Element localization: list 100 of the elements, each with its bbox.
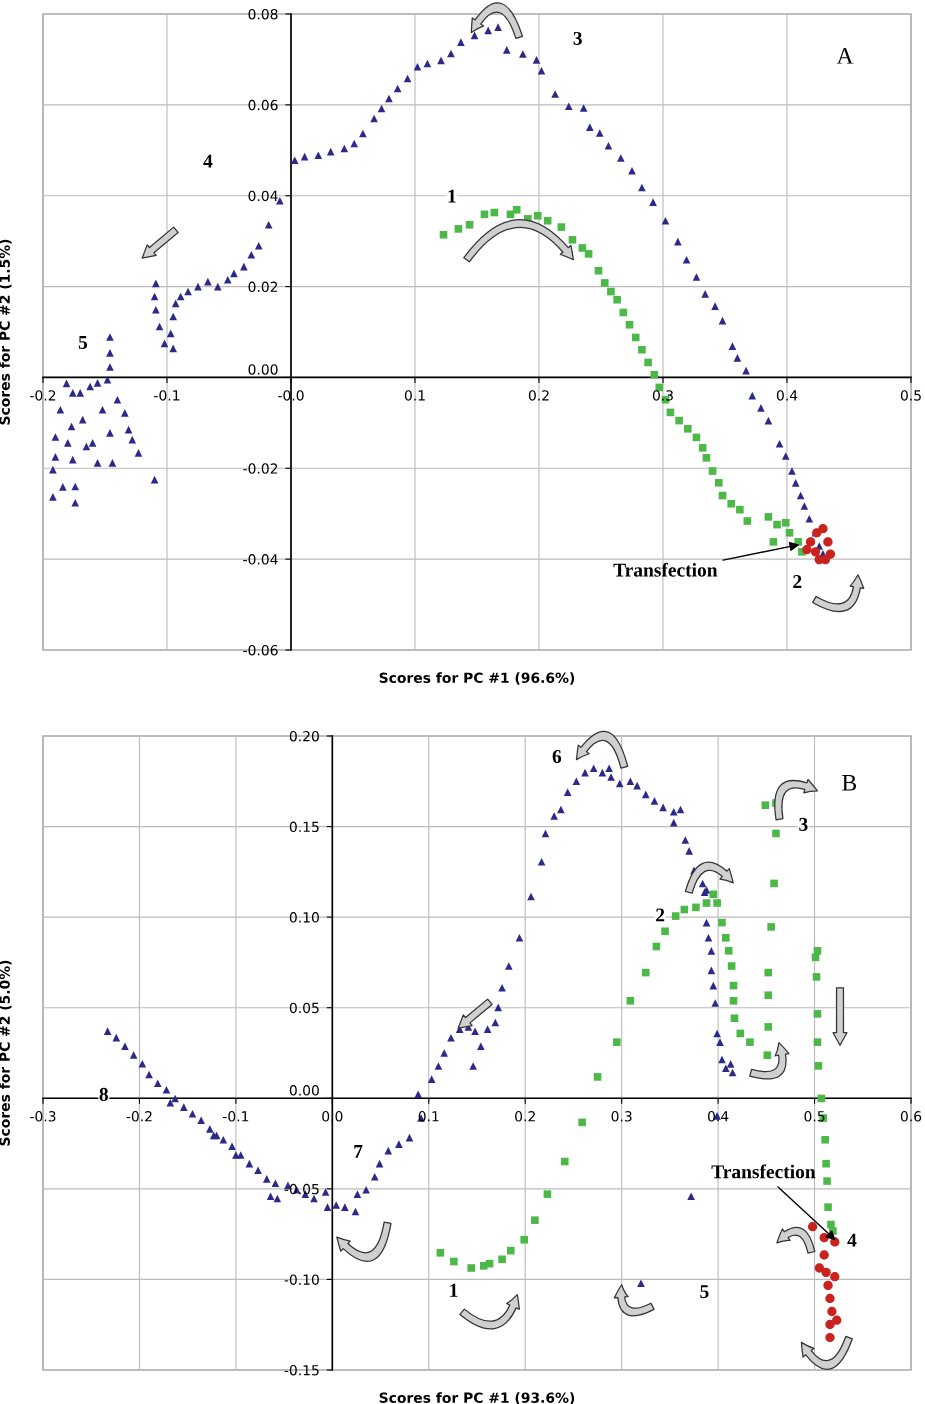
point <box>607 287 615 296</box>
x-tick-label: 0.3 <box>611 1111 632 1122</box>
point <box>709 890 718 899</box>
point <box>702 454 711 462</box>
point <box>823 1280 833 1291</box>
x-axis-title: Scores for PC #1 (93.6%) <box>379 1392 575 1404</box>
point <box>450 1257 458 1266</box>
annotation: A <box>836 47 854 64</box>
x-tick-label: 0.2 <box>515 1111 535 1122</box>
point <box>722 933 730 942</box>
x-axis-title: Scores for PC #1 (96.6%) <box>379 672 575 685</box>
point <box>713 899 721 907</box>
y-axis-title: Scores for PC #2 (5.0%) <box>0 960 12 1146</box>
annotation: 2 <box>656 908 665 922</box>
point <box>568 235 577 244</box>
y-tick-label: 0.08 <box>248 8 278 20</box>
point <box>727 962 736 970</box>
y-tick-label: 0.05 <box>289 1002 319 1014</box>
y-axis-title: Scores for PC #2 (1.5%) <box>0 239 12 425</box>
point <box>772 829 780 838</box>
point <box>512 205 521 214</box>
x-tick-label: 0.5 <box>900 390 921 401</box>
point <box>810 547 821 557</box>
point <box>821 1267 831 1278</box>
point <box>814 1062 823 1070</box>
point <box>644 358 652 367</box>
point <box>736 505 744 514</box>
point <box>702 899 711 907</box>
point <box>578 244 587 252</box>
x-tick-label: 0.2 <box>528 390 549 401</box>
point <box>812 973 821 981</box>
point <box>743 517 752 525</box>
point <box>600 279 609 287</box>
point <box>506 1246 515 1255</box>
annotation: 1 <box>448 189 456 203</box>
point <box>520 1235 529 1244</box>
point <box>454 225 463 233</box>
point <box>773 520 781 529</box>
point <box>638 345 646 354</box>
point <box>692 903 700 912</box>
annotation: 4 <box>203 154 213 168</box>
point <box>439 230 448 239</box>
point <box>832 1315 842 1325</box>
point <box>533 211 542 220</box>
x-tick-label: -0.3 <box>30 1111 56 1122</box>
y-tick-label: 0.04 <box>248 190 278 202</box>
x-tick-label: -0.2 <box>30 390 56 401</box>
point <box>736 1029 745 1038</box>
annotation: 3 <box>799 817 808 831</box>
point <box>650 370 659 379</box>
point <box>584 250 593 258</box>
x-tick-label: -0.2 <box>126 1111 152 1122</box>
point <box>746 1038 754 1046</box>
point <box>805 537 816 547</box>
point <box>830 1237 840 1247</box>
annotation: 1 <box>450 1283 458 1297</box>
y-tick-label: -0.15 <box>284 1364 319 1376</box>
point <box>813 1038 822 1046</box>
point <box>557 223 566 231</box>
point <box>830 1272 840 1282</box>
point <box>684 424 692 433</box>
annotation: 7 <box>354 1145 363 1158</box>
point <box>671 912 680 920</box>
point <box>819 1250 829 1260</box>
point <box>761 801 770 809</box>
point <box>802 544 812 555</box>
point <box>730 1014 739 1023</box>
point <box>613 1038 621 1046</box>
x-tick-label: 0.1 <box>418 1111 439 1122</box>
point <box>715 479 723 487</box>
point <box>661 927 669 936</box>
point <box>578 1118 586 1127</box>
y-tick-label: 0.02 <box>248 281 278 293</box>
x-tick-label: -0.1 <box>154 390 180 401</box>
annotation: 6 <box>552 749 562 764</box>
annotation: 8 <box>99 1087 108 1101</box>
point <box>814 1263 825 1273</box>
point <box>641 968 650 977</box>
x-tick-label: -0.1 <box>223 1111 249 1122</box>
y-tick-label: -0.04 <box>243 554 278 565</box>
point <box>823 1177 831 1185</box>
point <box>823 537 833 547</box>
point <box>785 528 794 537</box>
point <box>781 519 790 527</box>
point <box>465 220 474 229</box>
point <box>727 499 735 508</box>
point <box>613 295 621 304</box>
point <box>825 1332 835 1343</box>
point <box>543 216 552 225</box>
point <box>825 1293 835 1304</box>
point <box>827 1306 837 1317</box>
point <box>769 538 778 546</box>
point <box>560 1157 569 1166</box>
y-tick-label: 0.10 <box>289 912 319 923</box>
point <box>531 1216 539 1224</box>
point <box>770 879 778 888</box>
y-tick-label: -0.02 <box>243 463 278 474</box>
point <box>498 1255 506 1264</box>
y-tick-label: 0.00 <box>289 1085 319 1096</box>
point <box>467 1264 476 1272</box>
